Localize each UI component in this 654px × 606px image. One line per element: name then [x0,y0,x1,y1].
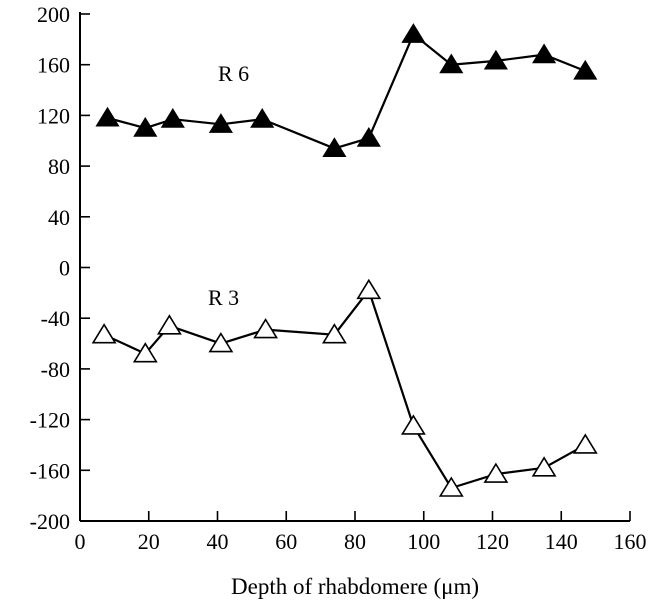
open-triangle-point [400,414,426,435]
x-tick-label: 20 [138,529,160,554]
open-triangle-point [156,314,182,335]
y-tick-label: 80 [48,154,70,179]
x-tick-label: 0 [75,529,86,554]
y-tick-label: 160 [37,53,70,78]
series-label-r3: R 3 [208,285,239,310]
filled-triangle-point [573,59,598,80]
y-tick-label: 120 [37,103,70,128]
filled-triangle-point [483,49,508,70]
y-tick-label: -120 [30,408,70,433]
series-markers [91,23,598,497]
open-triangle-point [321,323,347,344]
y-tick-label: 0 [59,256,70,281]
y-tick-label: 200 [37,2,70,27]
open-triangle-point [253,318,279,339]
open-triangle-point [483,462,509,483]
y-tick-label: -200 [30,509,70,534]
open-triangle-point [356,278,382,300]
open-triangle-point [132,342,158,363]
x-tick-label: 40 [207,529,229,554]
x-tick-label: 160 [614,529,647,554]
x-tick-label: 120 [476,529,509,554]
open-triangle-point [208,332,234,353]
series-lines [103,32,586,490]
filled-triangle-point [401,23,426,43]
open-triangle-point [91,323,117,344]
x-tick-label: 140 [545,529,578,554]
filled-triangle-point [133,116,158,137]
filled-triangle-point [532,43,557,64]
x-tick-label: 60 [275,529,297,554]
filled-triangle-point [160,108,185,128]
x-tick-label: 100 [407,529,440,554]
series-label-r6: R 6 [218,61,249,86]
filled-triangle-point [250,108,275,128]
filled-triangle-point [439,53,464,74]
filled-triangle-point [322,137,347,157]
series-line-1 [103,287,586,490]
y-tick-label: -160 [30,458,70,483]
filled-triangle-point [208,113,233,133]
filled-triangle-point [356,127,381,147]
series-labels: R 6 R 3 [208,61,249,310]
filled-triangle-point [95,106,120,127]
open-triangle-point [438,476,464,497]
y-tick-label: 40 [48,205,70,230]
open-triangle-point [572,433,598,454]
open-triangle-point [531,456,557,477]
x-axis-title: Depth of rhabdomere (μm) [231,574,479,599]
y-tick-label: -80 [41,357,70,382]
x-tick-label: 80 [344,529,366,554]
y-tick-label: -40 [41,306,70,331]
series-line-0 [107,32,586,150]
